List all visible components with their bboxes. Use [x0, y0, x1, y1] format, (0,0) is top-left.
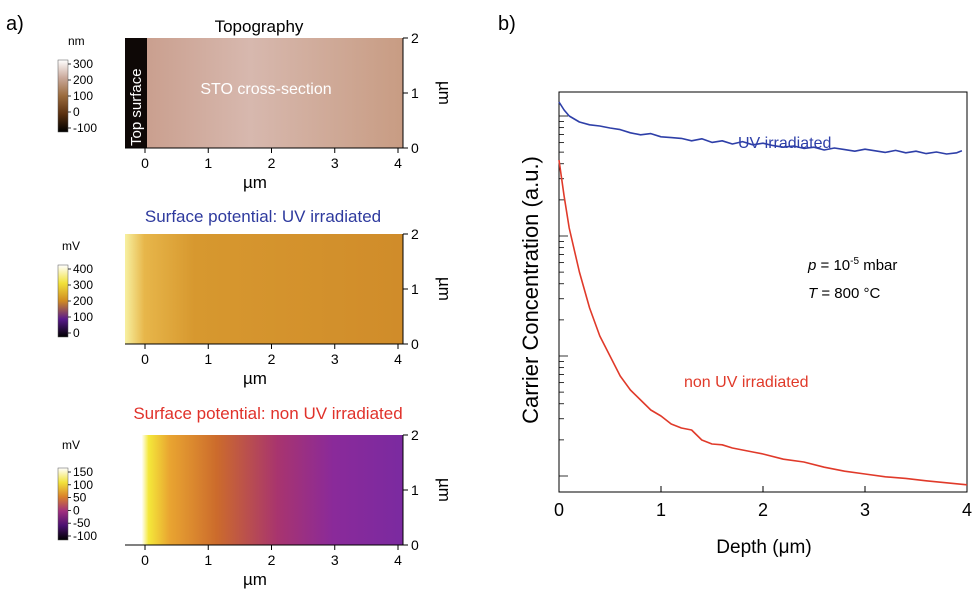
- map-image: [125, 38, 403, 148]
- x-axis-label: Depth (μm): [716, 537, 811, 558]
- top-surface-label: Top surface: [128, 68, 145, 146]
- sto-cross-section-label: STO cross-section: [200, 81, 331, 98]
- map-title: Surface potential: UV irradiated: [145, 207, 381, 226]
- y-tick-label: 0: [411, 336, 419, 352]
- topography-map: Topography Top surface STO cross-section…: [57, 17, 454, 192]
- y-tick-label: 1: [411, 281, 419, 297]
- x-tick-label: 0: [554, 500, 564, 520]
- x-tick-label: 1: [204, 155, 212, 171]
- map-title: Topography: [215, 17, 304, 36]
- x-tick-label: 4: [394, 552, 402, 568]
- pressure-annotation: p = 10-5 mbar: [807, 256, 897, 274]
- top-surface-band: [125, 38, 147, 148]
- x-tick-label: 4: [394, 155, 402, 171]
- x-tick-label: 3: [860, 500, 870, 520]
- y-tick-label: 2: [411, 226, 419, 242]
- colorbar-tick-label: 100: [73, 89, 93, 103]
- x-axis-label: µm: [243, 173, 267, 192]
- colorbar-unit: nm: [68, 34, 85, 48]
- x-tick-label: 4: [962, 500, 972, 520]
- colorbar: [57, 467, 69, 541]
- y-minor-ticks: [559, 115, 568, 477]
- series-group: [558, 101, 968, 486]
- x-tick-label: 1: [656, 500, 666, 520]
- x-tick-label: 3: [331, 351, 339, 367]
- x-tick-label: 2: [758, 500, 768, 520]
- uv-potential-map: Surface potential: UV irradiated mV 4003…: [57, 207, 454, 388]
- colorbar-tick-label: -100: [73, 529, 97, 543]
- colorbar-tick-label: 300: [73, 57, 93, 71]
- x-axis-label: µm: [243, 369, 267, 388]
- colorbar-tick-label: 0: [73, 503, 80, 517]
- map-title: Surface potential: non UV irradiated: [133, 404, 402, 423]
- temperature-annotation: T = 800 °C: [808, 285, 880, 302]
- colorbar-tick-label: 50: [73, 491, 87, 505]
- y-axis-label: µm: [435, 81, 454, 105]
- panel-a-label: a): [6, 13, 24, 35]
- carrier-concentration-chart: 0 1 2 3 4 Depth (μm) Carrier Concentration (…: [518, 91, 972, 558]
- y-axis-label: µm: [435, 277, 454, 301]
- x-tick-label: 3: [331, 552, 339, 568]
- colorbar-tick-label: 400: [73, 262, 93, 276]
- non-uv-potential-map: Surface potential: non UV irradiated mV …: [57, 404, 454, 589]
- colorbar-tick-label: 100: [73, 478, 93, 492]
- colorbar-tick-label: 0: [73, 326, 80, 340]
- y-axis-label: Carrier Concentration (a.u.): [518, 156, 543, 424]
- uv-series-label: UV irradiated: [738, 135, 831, 152]
- x-tick-label: 2: [268, 351, 276, 367]
- non-uv-series-label: non UV irradiated: [684, 374, 809, 391]
- colorbar-unit: mV: [62, 438, 80, 452]
- colorbar-tick-label: -100: [73, 121, 97, 135]
- x-tick-label: 2: [268, 552, 276, 568]
- x-tick-label: 1: [204, 552, 212, 568]
- y-tick-label: 2: [411, 427, 419, 443]
- x-tick-label: 4: [394, 351, 402, 367]
- y-tick-label: 0: [411, 537, 419, 553]
- colorbar-tick-label: -50: [73, 516, 91, 530]
- colorbar-tick-label: 300: [73, 278, 93, 292]
- x-tick-label: 0: [141, 155, 149, 171]
- x-tick-label: 2: [268, 155, 276, 171]
- x-tick-label: 0: [141, 351, 149, 367]
- colorbar-unit: mV: [62, 239, 80, 253]
- colorbar: [57, 264, 69, 338]
- y-tick-label: 1: [411, 482, 419, 498]
- colorbar-tick-label: 0: [73, 105, 80, 119]
- x-tick-label: 1: [204, 351, 212, 367]
- series-line: [558, 101, 963, 155]
- colorbar-tick-label: 100: [73, 310, 93, 324]
- colorbar-tick-label: 200: [73, 294, 93, 308]
- y-tick-label: 0: [411, 140, 419, 156]
- y-tick-label: 2: [411, 30, 419, 46]
- map-image: [125, 234, 403, 344]
- colorbar-tick-label: 150: [73, 465, 93, 479]
- colorbar: [57, 59, 69, 133]
- y-axis-label: µm: [435, 478, 454, 502]
- y-tick-label: 1: [411, 85, 419, 101]
- colorbar-tick-label: 200: [73, 73, 93, 87]
- x-axis-label: µm: [243, 570, 267, 589]
- x-axis: 0 1 2 3 4: [554, 486, 972, 520]
- panel-b-label: b): [498, 13, 516, 35]
- series-line: [558, 159, 968, 486]
- map-image: [125, 435, 403, 545]
- x-tick-label: 3: [331, 155, 339, 171]
- x-tick-label: 0: [141, 552, 149, 568]
